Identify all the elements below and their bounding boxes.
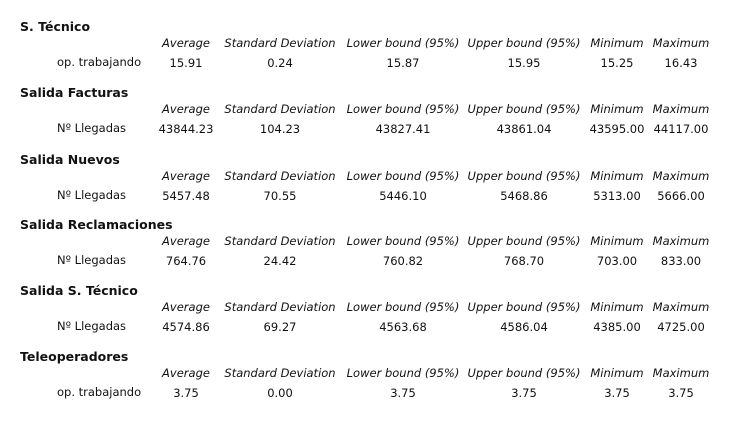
header-maximum: Maximum	[652, 234, 710, 248]
header-minimum: Minimum	[590, 234, 644, 248]
row-label: Nº Llegadas	[57, 253, 127, 267]
row-label: op. trabajando	[57, 55, 142, 69]
value-lower-bound: 15.87	[386, 56, 420, 70]
value-maximum: 3.75	[668, 386, 694, 400]
value-average: 4574.86	[162, 320, 210, 334]
header-minimum: Minimum	[590, 36, 644, 50]
value-upper-bound: 43861.04	[496, 122, 552, 136]
header-average: Average	[162, 234, 210, 248]
value-maximum: 16.43	[664, 56, 698, 70]
section-title: Teleoperadores	[20, 349, 129, 364]
value-upper-bound: 15.95	[507, 56, 541, 70]
value-lower-bound: 3.75	[390, 386, 416, 400]
section-salida-reclamaciones: Salida Reclamaciones Average Standard De…	[0, 217, 747, 283]
row-label: op. trabajando	[57, 385, 142, 399]
header-maximum: Maximum	[652, 300, 710, 314]
header-standard-deviation: Standard Deviation	[224, 234, 336, 248]
header-standard-deviation: Standard Deviation	[224, 300, 336, 314]
section-title: Salida Reclamaciones	[20, 217, 173, 232]
value-minimum: 3.75	[604, 386, 630, 400]
header-average: Average	[162, 169, 210, 183]
header-standard-deviation: Standard Deviation	[224, 366, 336, 380]
header-upper-bound: Upper bound (95%)	[467, 366, 581, 380]
header-upper-bound: Upper bound (95%)	[467, 36, 581, 50]
section-title: Salida Facturas	[20, 85, 129, 100]
value-standard-deviation: 0.00	[267, 386, 293, 400]
header-minimum: Minimum	[590, 102, 644, 116]
value-maximum: 44117.00	[653, 122, 709, 136]
header-average: Average	[162, 366, 210, 380]
header-standard-deviation: Standard Deviation	[224, 36, 336, 50]
header-maximum: Maximum	[652, 169, 710, 183]
value-lower-bound: 5446.10	[379, 189, 427, 203]
value-average: 5457.48	[162, 189, 210, 203]
header-lower-bound: Lower bound (95%)	[346, 234, 460, 248]
header-minimum: Minimum	[590, 169, 644, 183]
value-standard-deviation: 69.27	[263, 320, 297, 334]
value-minimum: 5313.00	[593, 189, 641, 203]
value-average: 43844.23	[158, 122, 214, 136]
header-standard-deviation: Standard Deviation	[224, 169, 336, 183]
header-minimum: Minimum	[590, 300, 644, 314]
value-standard-deviation: 70.55	[263, 189, 297, 203]
header-minimum: Minimum	[590, 366, 644, 380]
value-upper-bound: 4586.04	[500, 320, 548, 334]
value-standard-deviation: 24.42	[263, 254, 297, 268]
header-average: Average	[162, 300, 210, 314]
header-average: Average	[162, 102, 210, 116]
value-upper-bound: 5468.86	[500, 189, 548, 203]
header-lower-bound: Lower bound (95%)	[346, 36, 460, 50]
value-maximum: 4725.00	[657, 320, 705, 334]
section-teleoperadores: Teleoperadores Average Standard Deviatio…	[0, 349, 747, 415]
value-minimum: 703.00	[596, 254, 638, 268]
section-salida-nuevos: Salida Nuevos Average Standard Deviation…	[0, 152, 747, 218]
value-maximum: 833.00	[660, 254, 702, 268]
header-lower-bound: Lower bound (95%)	[346, 169, 460, 183]
value-minimum: 15.25	[600, 56, 634, 70]
value-upper-bound: 3.75	[511, 386, 537, 400]
value-maximum: 5666.00	[657, 189, 705, 203]
row-label: Nº Llegadas	[57, 188, 127, 202]
value-standard-deviation: 104.23	[259, 122, 301, 136]
header-maximum: Maximum	[652, 36, 710, 50]
value-upper-bound: 768.70	[503, 254, 545, 268]
header-upper-bound: Upper bound (95%)	[467, 102, 581, 116]
header-lower-bound: Lower bound (95%)	[346, 102, 460, 116]
header-maximum: Maximum	[652, 366, 710, 380]
section-title: Salida S. Técnico	[20, 283, 138, 298]
value-minimum: 43595.00	[589, 122, 645, 136]
value-standard-deviation: 0.24	[267, 56, 293, 70]
section-salida-facturas: Salida Facturas Average Standard Deviati…	[0, 85, 747, 151]
value-lower-bound: 43827.41	[375, 122, 431, 136]
value-lower-bound: 4563.68	[379, 320, 427, 334]
header-lower-bound: Lower bound (95%)	[346, 300, 460, 314]
section-s-tecnico: S. Técnico Average Standard Deviation Lo…	[0, 19, 747, 85]
row-label: Nº Llegadas	[57, 121, 127, 135]
header-standard-deviation: Standard Deviation	[224, 102, 336, 116]
section-salida-s-tecnico: Salida S. Técnico Average Standard Devia…	[0, 283, 747, 349]
section-title: S. Técnico	[20, 19, 91, 34]
row-label: Nº Llegadas	[57, 319, 127, 333]
header-upper-bound: Upper bound (95%)	[467, 300, 581, 314]
value-average: 3.75	[173, 386, 199, 400]
header-average: Average	[162, 36, 210, 50]
header-lower-bound: Lower bound (95%)	[346, 366, 460, 380]
value-minimum: 4385.00	[593, 320, 641, 334]
header-upper-bound: Upper bound (95%)	[467, 169, 581, 183]
section-title: Salida Nuevos	[20, 152, 120, 167]
header-maximum: Maximum	[652, 102, 710, 116]
value-average: 15.91	[169, 56, 203, 70]
value-average: 764.76	[165, 254, 207, 268]
value-lower-bound: 760.82	[382, 254, 424, 268]
header-upper-bound: Upper bound (95%)	[467, 234, 581, 248]
